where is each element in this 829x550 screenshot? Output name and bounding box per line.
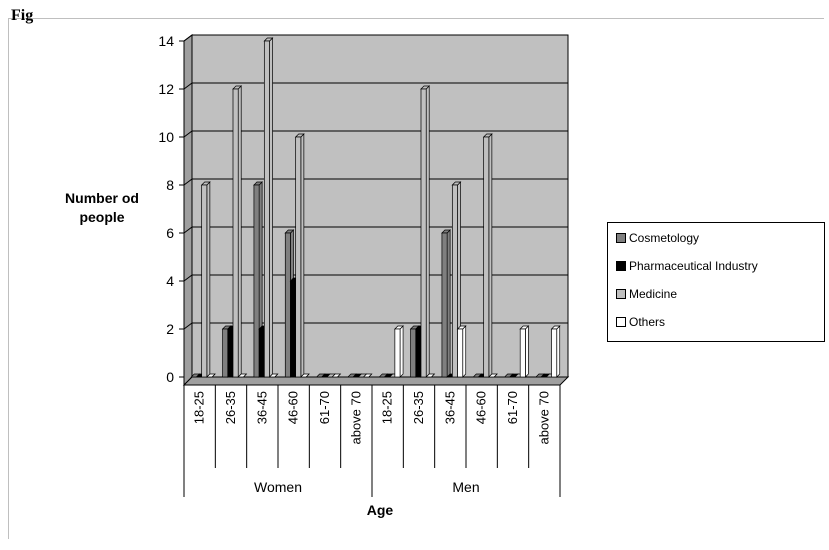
legend-swatch-pharmaceutical-industry (616, 261, 626, 271)
bar (410, 328, 417, 378)
bar (232, 88, 239, 378)
bar (201, 184, 208, 378)
legend-swatch-medicine (616, 289, 626, 299)
bar (290, 280, 297, 378)
bar-side (446, 229, 451, 378)
gridline-side (183, 178, 193, 186)
bar (420, 88, 427, 378)
bar-side (425, 85, 430, 378)
bar-side (556, 325, 561, 378)
bar (519, 328, 526, 378)
bar-top (362, 373, 373, 378)
x-category-label: 61-70 (505, 391, 520, 424)
bar (258, 328, 265, 378)
x-category-label: 46-60 (474, 391, 489, 424)
chart-frame: Fig (8, 7, 824, 539)
bar-side (206, 181, 211, 378)
bar-top (488, 373, 498, 378)
y-tick-label: 6 (166, 225, 174, 241)
legend-swatch-others (616, 317, 626, 327)
x-category-label: above 70 (536, 391, 551, 445)
bar-top (237, 373, 248, 378)
plot-back-wall (191, 34, 569, 378)
legend-swatch-cosmetology (616, 233, 626, 243)
bar (227, 328, 234, 378)
legend-label: Others (629, 315, 666, 329)
group-label: Men (452, 479, 479, 495)
x-category-label: 18-25 (380, 391, 395, 424)
gridline-side (183, 226, 193, 234)
legend-item-others: Others (616, 314, 665, 330)
x-category-label: above 70 (348, 391, 363, 445)
figure-title-fragment: Fig (11, 7, 34, 24)
bar-side (237, 85, 242, 378)
bar-top (206, 373, 216, 378)
legend-label: Pharmaceutical Industry (629, 259, 758, 273)
x-category-label: 26-35 (223, 391, 238, 424)
x-category-label: 46-60 (286, 391, 301, 424)
y-tick-label: 10 (158, 129, 174, 145)
bar (483, 136, 490, 378)
bar (263, 40, 270, 378)
bar (415, 328, 422, 378)
legend-label: Cosmetology (629, 231, 700, 245)
x-category-label: 26-35 (411, 391, 426, 424)
x-category-label: 61-70 (317, 391, 332, 424)
bar (295, 136, 302, 378)
group-label: Women (254, 479, 302, 495)
bar (451, 184, 458, 378)
legend-item-pharmaceutical-industry: Pharmaceutical Industry (616, 258, 758, 274)
x-category-label: 18-25 (192, 391, 207, 424)
x-axis-title: Age (367, 502, 394, 518)
bar (222, 328, 229, 378)
bar-top (268, 373, 279, 378)
y-axis-title-line1: Number od (65, 190, 139, 206)
bar-top (331, 373, 342, 378)
bar-side (300, 133, 305, 378)
bar-side (525, 325, 529, 378)
plot-floor (182, 376, 570, 386)
x-category-label: 36-45 (254, 391, 269, 424)
bar-side (462, 325, 467, 378)
y-tick-label: 8 (166, 177, 174, 193)
bar (253, 184, 260, 378)
gridline-side (183, 322, 193, 330)
bar-side (488, 133, 493, 378)
bar (284, 232, 291, 378)
bar-top (300, 373, 310, 378)
bar (394, 328, 401, 378)
gridline-side (183, 274, 193, 282)
bar-side (399, 325, 404, 378)
gridline-side (183, 130, 193, 138)
chart-legend: Cosmetology Pharmaceutical Industry Medi… (607, 222, 825, 342)
gridline-side (183, 34, 193, 42)
bar-side (269, 37, 273, 378)
y-axis-title-line2: people (79, 209, 124, 225)
x-category-label: 36-45 (442, 391, 457, 424)
bar (457, 328, 464, 378)
gridline-side (183, 82, 193, 90)
legend-label: Medicine (629, 287, 678, 301)
bar (551, 328, 558, 378)
y-tick-label: 0 (166, 369, 174, 385)
y-tick-label: 12 (158, 81, 174, 97)
y-tick-label: 4 (166, 273, 174, 289)
legend-item-cosmetology: Cosmetology (616, 230, 699, 246)
y-tick-label: 2 (166, 321, 174, 337)
legend-item-medicine: Medicine (616, 286, 677, 302)
bar-top (425, 373, 436, 378)
y-tick-label: 14 (158, 33, 174, 49)
bar (441, 232, 448, 378)
